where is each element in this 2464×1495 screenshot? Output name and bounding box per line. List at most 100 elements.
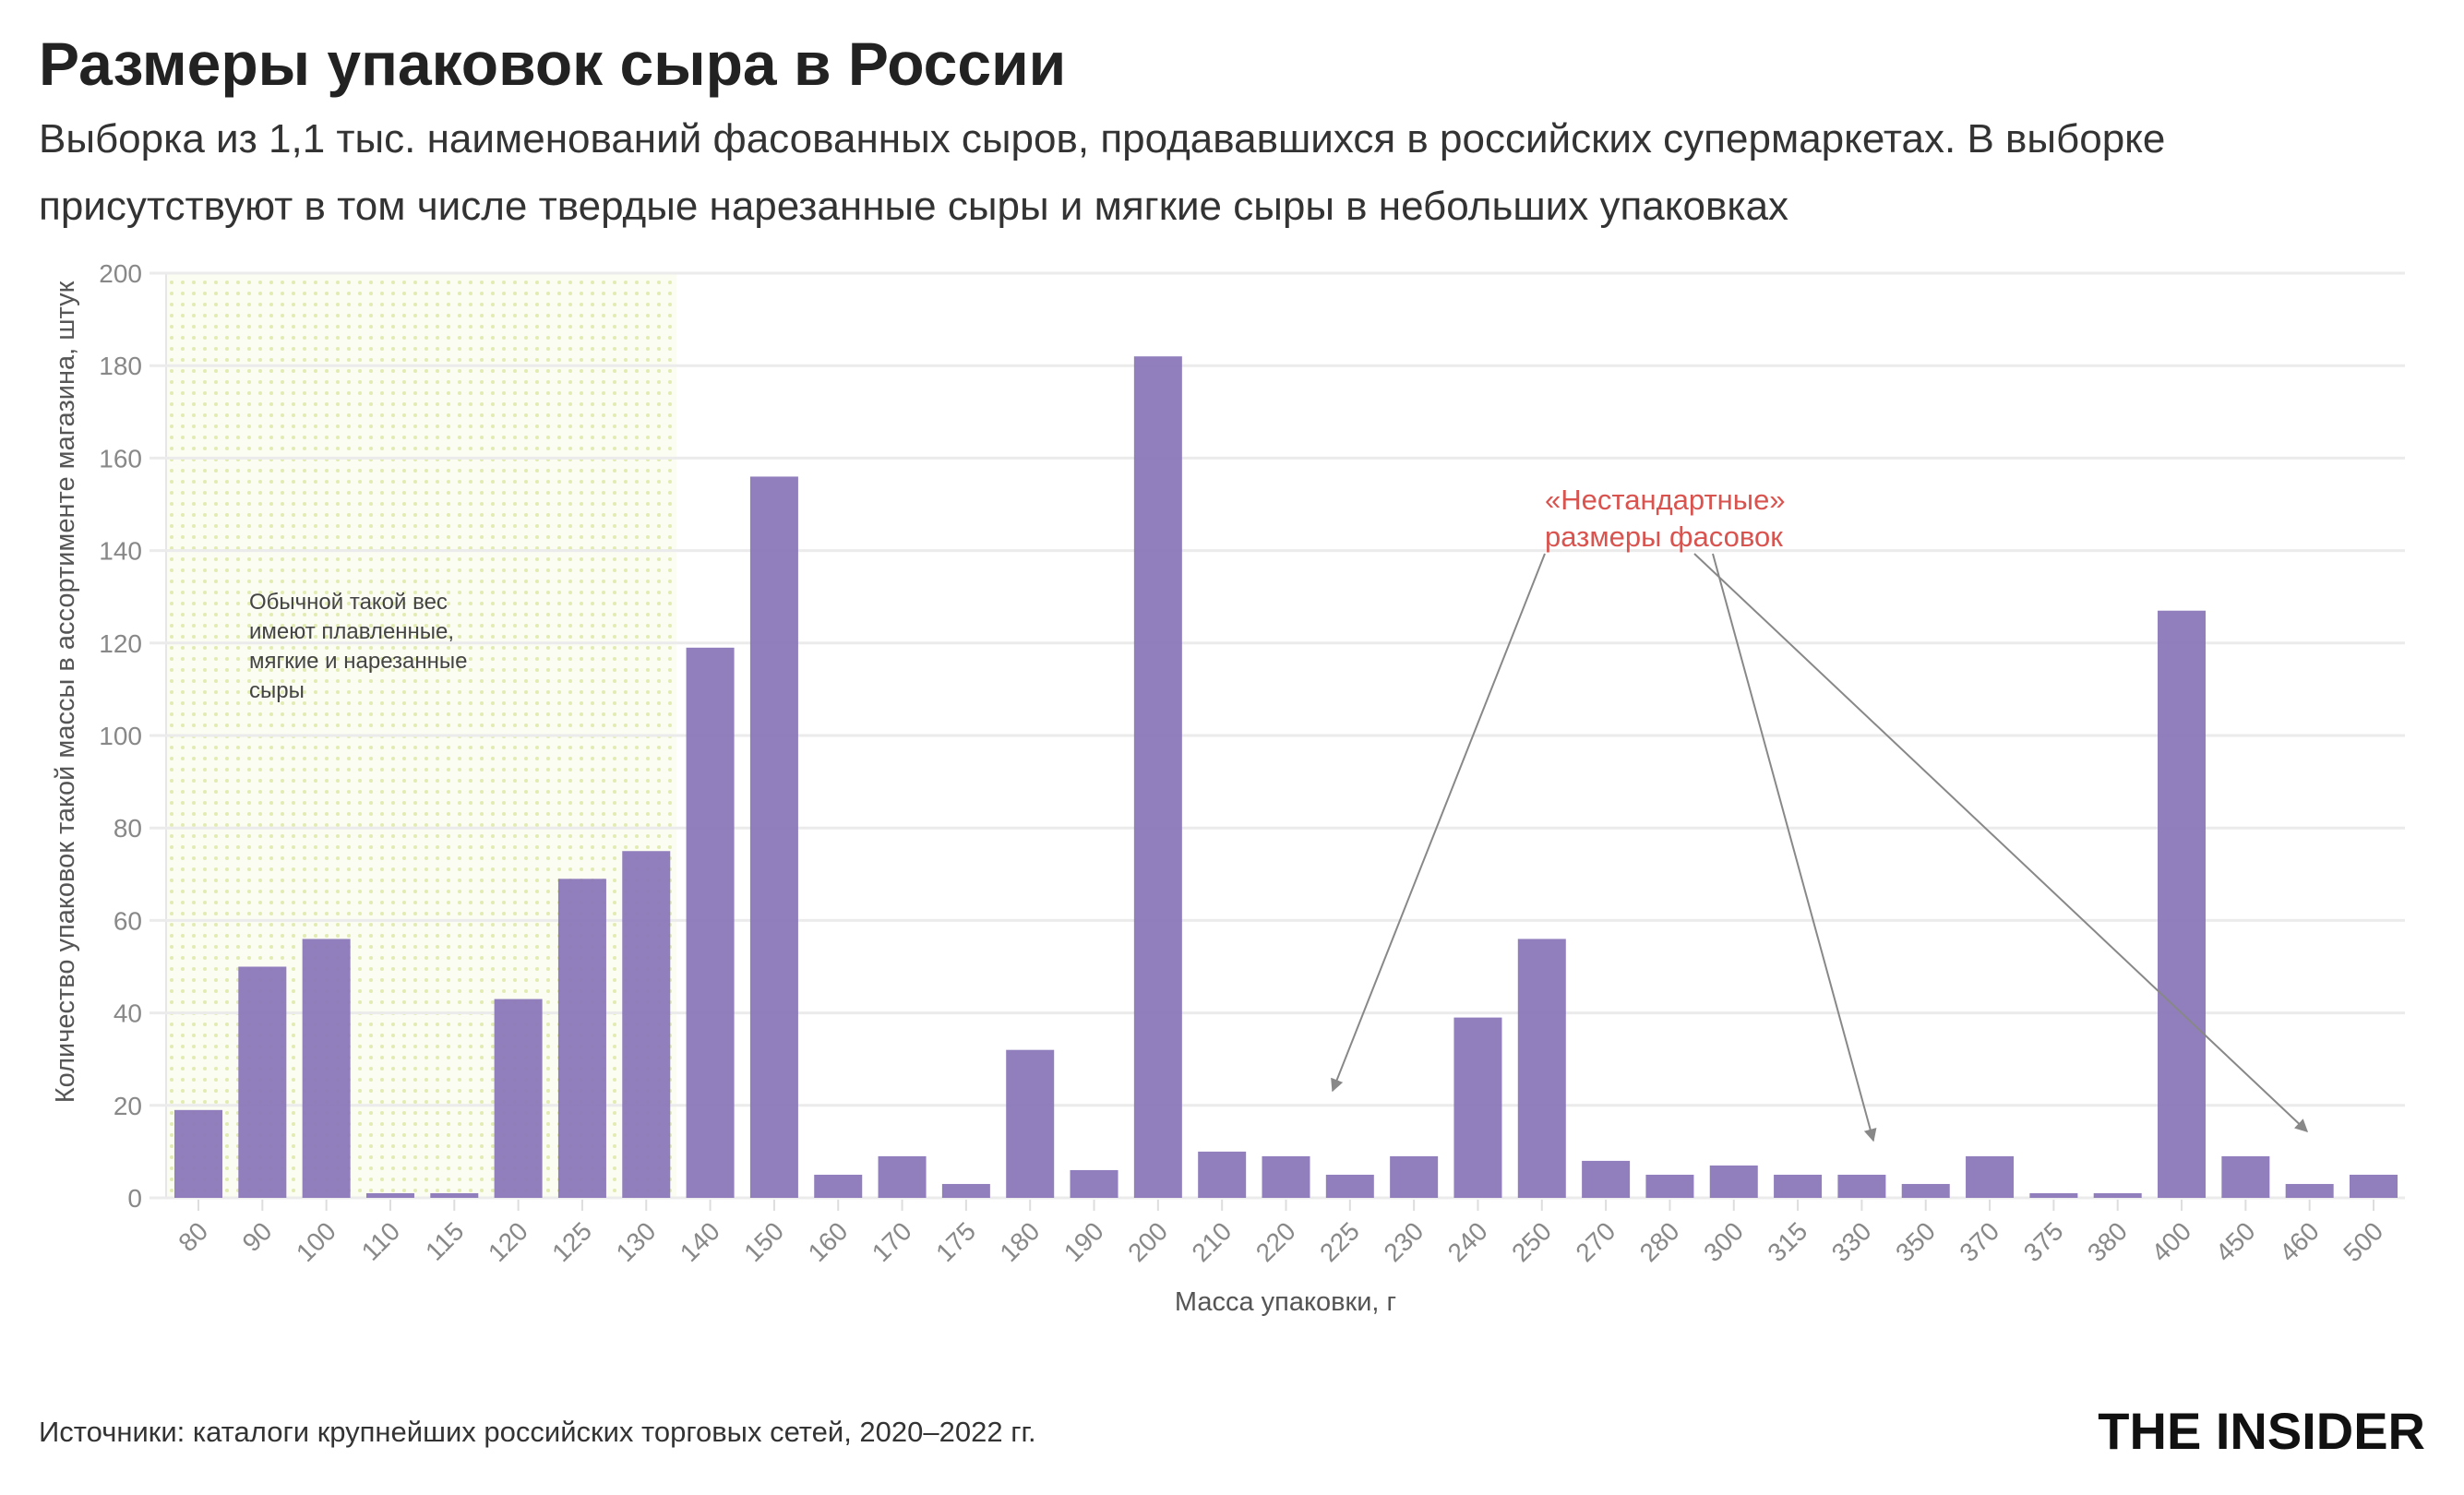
x-tick-label: 370 [1954,1216,2004,1267]
x-axis-title: Масса упаковки, г [1175,1287,1396,1317]
x-tick-label: 130 [611,1216,662,1267]
bar-125 [557,879,606,1198]
y-tick-label: 80 [114,814,142,843]
bar-80 [174,1109,222,1198]
y-tick-label: 100 [99,722,142,750]
x-tick-label: 250 [1506,1216,1557,1267]
annotation-arrow [1331,553,1546,1093]
x-tick-label: 190 [1059,1216,1109,1267]
bar-220 [1262,1155,1310,1198]
y-tick-label: 40 [114,999,142,1028]
y-axis-ticks: 0 20 40 60 80 100 120 140 160 180 200 [99,259,142,1213]
y-axis-title: Количество упаковок такой массы в ассорт… [51,281,80,1103]
bar-280 [1645,1174,1694,1198]
x-tick-label: 450 [2210,1216,2261,1267]
shaded-note-line: мягкие и нарезанные [249,649,467,674]
shaded-note-line: Обычной такой вес [249,590,448,615]
annotation-line: «Нестандартные» [1545,484,1786,516]
bar-330 [1837,1174,1886,1198]
x-tick-label: 170 [867,1216,917,1267]
y-tick-label: 180 [99,352,142,380]
y-tick-label: 200 [99,259,142,288]
bar-350 [1901,1183,1950,1198]
shaded-note-line: имеют плавленные, [249,619,454,644]
y-tick-label: 120 [99,629,142,658]
bar-230 [1390,1155,1439,1198]
annotation-arrow [1693,553,2309,1132]
shaded-note: Обычной такой вес имеют плавленные, мягк… [249,590,467,703]
y-tick-label: 140 [99,537,142,566]
x-tick-label: 330 [1826,1216,1877,1267]
x-tick-label: 460 [2274,1216,2325,1267]
nonstandard-annotation: «Нестандартные» размеры фасовок [1331,484,2309,1142]
bar-110 [365,1192,414,1198]
y-tick-label: 0 [127,1184,142,1213]
bar-175 [941,1183,990,1198]
bar-120 [494,999,543,1198]
x-tick-label: 210 [1186,1216,1237,1267]
bar-150 [749,476,798,1198]
annotation-arrow [1712,553,1877,1142]
x-tick-label: 160 [803,1216,854,1267]
chart-subtitle-line-2: присутствуют в том числе твердые нарезан… [39,184,1788,229]
bars [174,356,2398,1198]
bar-210 [1198,1151,1247,1198]
bar-140 [686,647,735,1198]
bar-200 [1133,356,1182,1198]
bar-100 [302,939,351,1198]
bar-460 [2285,1183,2334,1198]
x-tick-label: 270 [1570,1216,1621,1267]
x-tick-label: 380 [2082,1216,2133,1267]
x-tick-label: 220 [1250,1216,1301,1267]
x-tick-label: 180 [994,1216,1045,1267]
y-tick-label: 60 [114,906,142,935]
x-tick-label: 90 [237,1216,278,1257]
x-tick-label: 120 [483,1216,533,1267]
x-tick-label: 375 [2018,1216,2069,1267]
bar-225 [1325,1174,1374,1198]
bar-400 [2158,610,2207,1198]
bar-500 [2350,1174,2398,1198]
chart-title: Размеры упаковок сыра в России [39,30,1066,98]
x-tick-label: 300 [1698,1216,1749,1267]
bar-315 [1774,1174,1823,1198]
source-note: Источники: каталоги крупнейших российски… [39,1416,1036,1448]
annotation-line: размеры фасовок [1545,520,1783,553]
bar-180 [1006,1049,1055,1198]
bar-250 [1517,939,1566,1198]
chart-subtitle-line-1: Выборка из 1,1 тыс. наименований фасован… [39,116,2165,161]
x-tick-label: 400 [2146,1216,2196,1267]
bar-380 [2093,1192,2142,1198]
bar-170 [878,1155,927,1198]
bar-270 [1582,1160,1631,1198]
bar-160 [814,1174,863,1198]
x-tick-label: 500 [2338,1216,2388,1267]
x-tick-label: 240 [1442,1216,1493,1267]
x-tick-label: 150 [738,1216,789,1267]
x-tick-label: 200 [1122,1216,1173,1267]
x-tick-label: 125 [546,1216,597,1267]
x-tick-label: 230 [1378,1216,1429,1267]
x-tick-label: 225 [1314,1216,1365,1267]
bar-300 [1709,1165,1758,1198]
bar-240 [1453,1017,1502,1198]
bar-130 [622,851,671,1198]
y-tick-label: 160 [99,444,142,472]
x-tick-label: 315 [1762,1216,1812,1267]
shaded-note-line: сыры [249,678,305,703]
x-tick-label: 115 [420,1216,469,1265]
y-tick-label: 20 [114,1092,142,1120]
x-tick-label: 100 [291,1216,341,1267]
bar-90 [238,966,287,1198]
bar-450 [2221,1155,2270,1198]
x-tick-label: 350 [1890,1216,1941,1267]
x-tick-label: 280 [1634,1216,1685,1267]
x-tick-label: 80 [173,1216,213,1257]
x-tick-label: 175 [930,1216,981,1267]
bar-375 [2029,1192,2078,1198]
bar-370 [1966,1155,2015,1198]
x-axis-ticks: 80 90 100 110 115 120 125 130 140 150 160 170 175 180… [173,1200,2388,1267]
the-insider-logo: THE INSIDER [2098,1402,2425,1460]
x-tick-label: 110 [356,1216,405,1265]
